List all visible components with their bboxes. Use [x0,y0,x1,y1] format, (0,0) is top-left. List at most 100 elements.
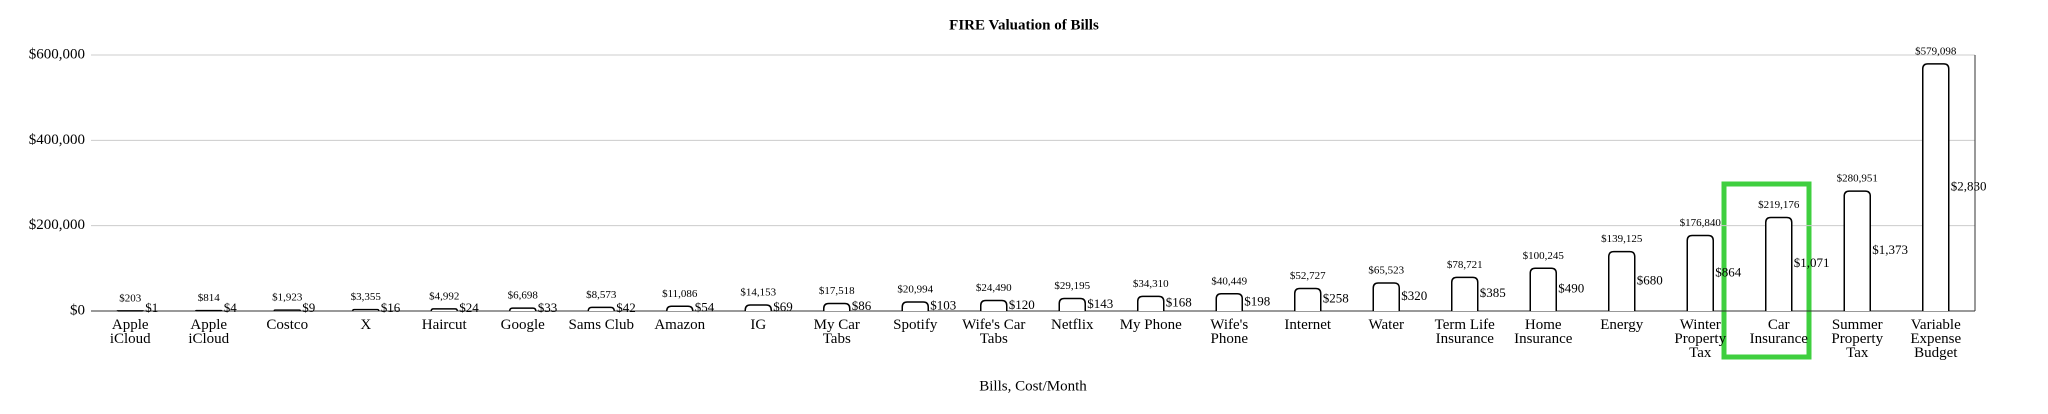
value-label: $52,727 [1290,270,1326,282]
bar [352,308,380,312]
value-label: $3,355 [351,291,382,303]
x-tick-label: IG [750,317,767,333]
value-label: $280,951 [1837,173,1878,185]
value-label: $65,523 [1368,265,1404,277]
bar [273,309,301,312]
x-tick-label: Apple iCloud [109,317,151,347]
cost-label: $54 [695,300,715,315]
value-label: $78,721 [1447,259,1483,271]
cost-label: $16 [381,300,401,315]
x-tick-label: Water [1368,317,1404,333]
y-tick-label: $200,000 [29,217,85,233]
x-tick-label: Amazon [654,317,706,333]
value-label: $11,086 [662,288,698,300]
bar [1765,216,1793,311]
bar [1529,267,1557,311]
chart-title: FIRE Valuation of Bills [949,17,1099,33]
bar [509,307,537,312]
cost-label: $1,071 [1794,255,1830,270]
bar [1372,282,1400,311]
bar [587,306,615,312]
value-label: $17,518 [819,285,855,297]
value-label: $8,573 [586,289,617,301]
bar [666,305,694,312]
x-tick-label: Term Life Insurance [1434,317,1495,347]
x-tick-label: Spotify [893,317,938,333]
x-tick-label: Costco [266,317,309,333]
x-tick-label: Home Insurance [1514,317,1573,347]
cost-label: $258 [1323,291,1349,306]
bar [901,301,929,311]
x-tick-label: Netflix [1051,317,1094,333]
cost-label: $198 [1244,293,1270,308]
x-tick-label: My Phone [1119,317,1182,333]
value-label: $34,310 [1133,278,1169,290]
value-label: $100,245 [1523,250,1565,262]
value-label: $6,698 [508,290,539,302]
bar [430,308,458,312]
value-label: $139,125 [1601,233,1643,245]
y-tick-label: $600,000 [29,46,85,62]
value-label: $176,840 [1680,217,1722,229]
cost-label: $42 [616,300,636,315]
value-label: $40,449 [1211,275,1247,287]
value-label: $29,195 [1054,280,1090,292]
value-label: $14,153 [740,286,776,298]
cost-label: $4 [224,300,238,315]
bar [1058,297,1086,311]
bar [1686,234,1714,311]
bar [1215,292,1243,311]
bar [1843,190,1871,311]
cost-label: $24 [459,300,479,315]
cost-label: $864 [1715,264,1742,279]
y-tick-label: $0 [70,302,85,318]
cost-label: $490 [1558,281,1584,296]
value-label: $814 [198,292,221,304]
bar [1137,295,1165,311]
value-label: $203 [119,292,142,304]
x-tick-label: Sams Club [568,317,634,333]
x-tick-label: Variable Expense Budget [1910,317,1962,361]
x-tick-label: Energy [1600,317,1644,333]
x-tick-label: X [360,317,372,333]
cost-label: $69 [773,299,793,314]
cost-label: $33 [538,300,558,315]
bar [1608,250,1636,311]
x-axis-title: Bills, Cost/Month [979,378,1087,394]
x-tick-label: Wife's Car Tabs [962,317,1026,347]
cost-label: $1 [145,300,158,315]
x-tick-label: Car Insurance [1749,317,1808,347]
value-label: $219,176 [1758,199,1800,211]
bar [1294,287,1322,311]
cost-label: $143 [1087,296,1113,311]
value-label: $24,490 [976,282,1012,294]
highlight-box [1721,181,1812,360]
cost-label: $168 [1166,295,1192,310]
x-tick-label: Google [500,317,545,333]
value-label: $1,923 [272,292,303,304]
y-tick-label: $400,000 [29,132,85,148]
x-tick-label: Summer Property Tax [1831,317,1884,361]
cost-label: $2,830 [1951,178,1987,193]
cost-label: $120 [1009,297,1035,312]
bar [744,304,772,311]
cost-label: $385 [1480,285,1506,300]
cost-label: $1,373 [1872,242,1908,257]
x-tick-label: Winter Property Tax [1674,317,1727,361]
cost-label: $320 [1401,288,1427,303]
cost-label: $86 [852,298,872,313]
x-tick-label: Internet [1284,317,1332,333]
x-tick-label: Apple iCloud [188,317,230,347]
value-label: $579,098 [1915,45,1957,57]
value-label: $20,994 [897,284,933,296]
bar [1451,276,1479,311]
x-tick-label: Wife's Phone [1210,317,1249,347]
bar [980,299,1008,311]
cost-label: $9 [302,300,315,315]
cost-label: $680 [1637,272,1663,287]
bar [1922,63,1950,311]
x-tick-label: My Car Tabs [813,317,860,347]
value-label: $4,992 [429,290,459,302]
